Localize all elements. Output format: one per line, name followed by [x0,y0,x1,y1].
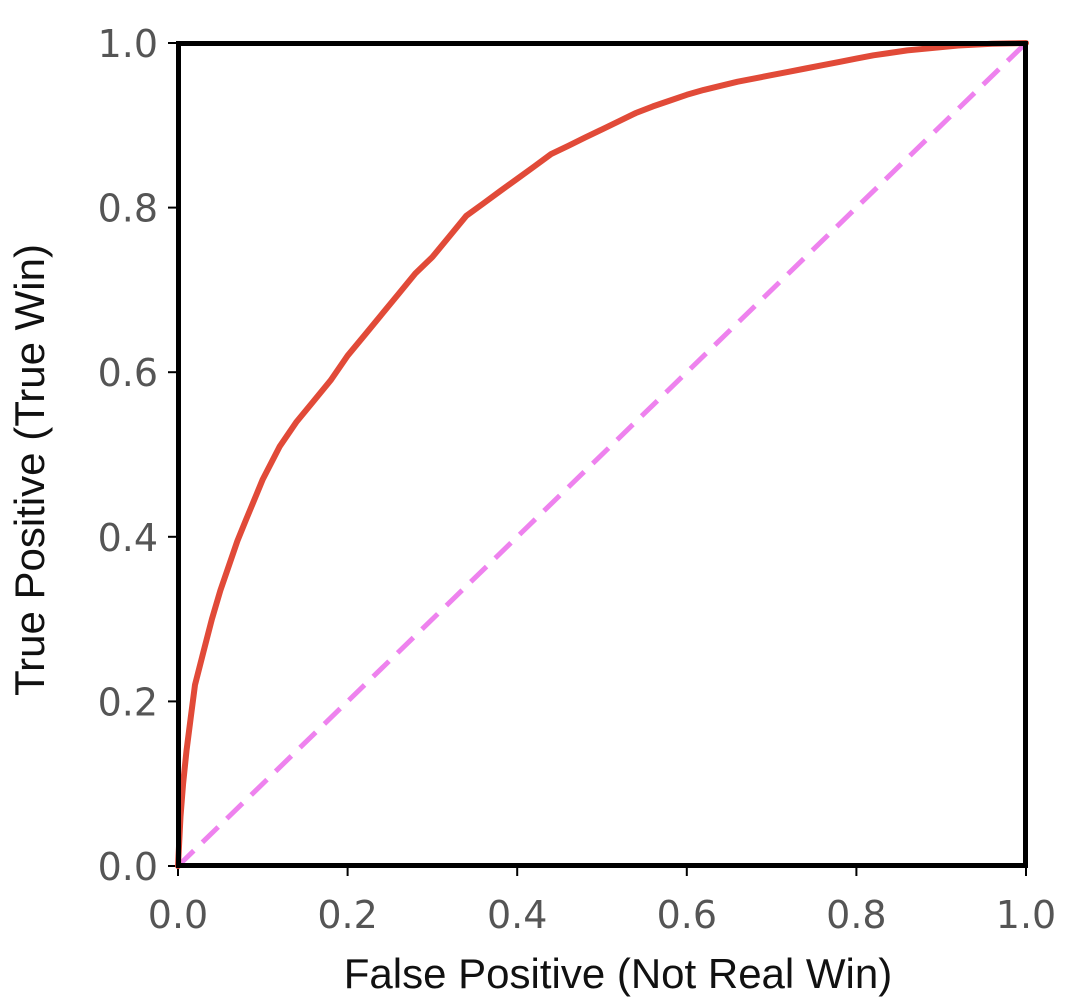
plot-frame [176,41,1028,868]
x-tick-label: 0.2 [317,893,377,937]
y-tick-label: 0.6 [98,351,158,395]
chance-diagonal-line [176,41,1028,868]
plot-series [175,40,1029,869]
x-tick-label: 0.0 [148,893,208,937]
x-tick-label: 0.6 [657,893,717,937]
roc-curve-line [175,40,1029,869]
y-tick-label: 0.8 [98,187,158,231]
x-axis-label: False Positive (Not Real Win) [344,950,892,997]
y-tick-label: 0.2 [98,680,158,724]
y-tick-label: 0.4 [98,516,158,560]
y-tick-label: 1.0 [98,22,158,66]
x-tick-label: 0.8 [826,893,886,937]
y-tick-label: 0.0 [98,845,158,889]
y-axis-ticks: 0.0 0.2 0.4 0.6 0.8 1.0 [98,22,178,889]
x-tick-label: 0.4 [487,893,547,937]
x-tick-label: 1.0 [996,893,1056,937]
x-axis-ticks: 0.0 0.2 0.4 0.6 0.8 1.0 [148,866,1056,937]
y-axis-label: True Positive (True Win) [6,244,53,696]
